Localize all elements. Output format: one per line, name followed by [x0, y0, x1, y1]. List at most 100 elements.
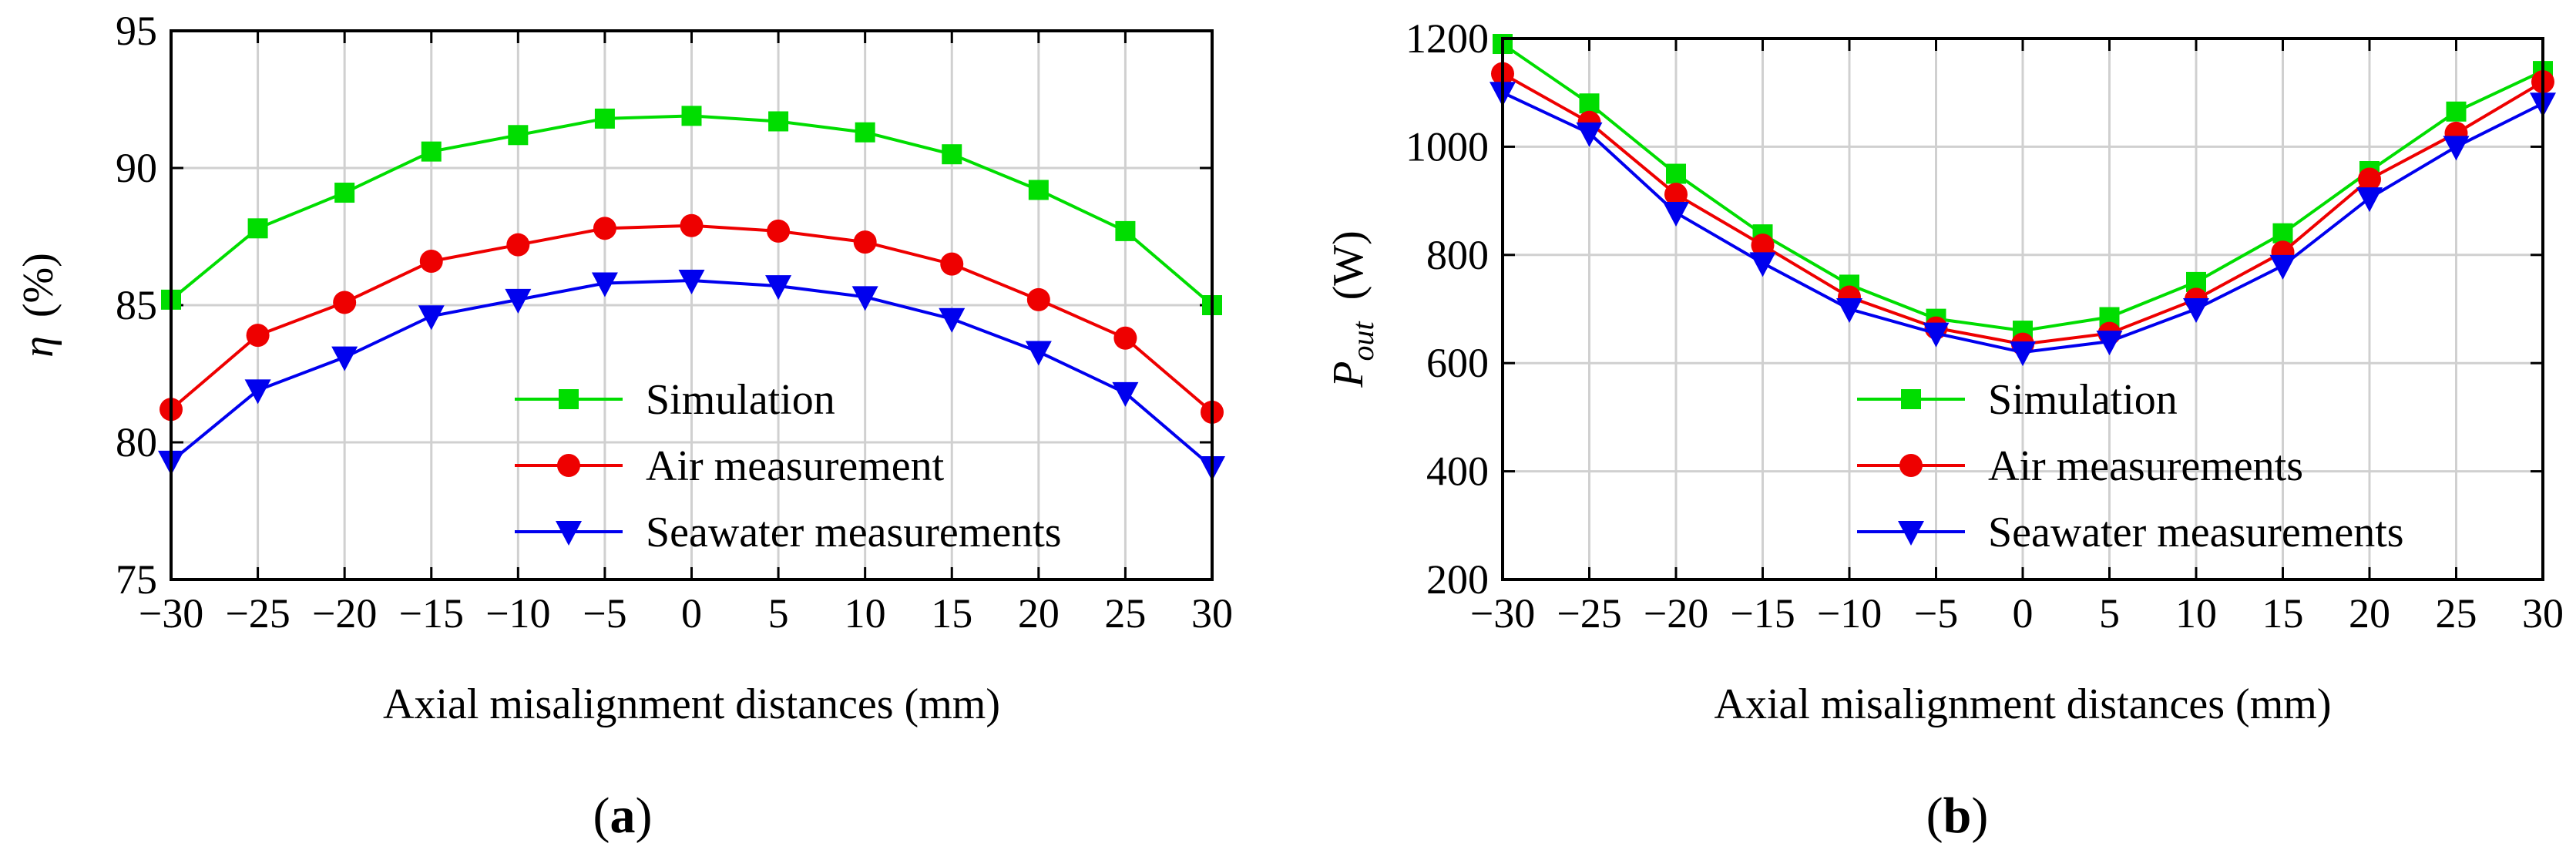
caption-label: a — [610, 788, 636, 844]
x-tick-label: 0 — [681, 590, 702, 637]
y-axis-symbol: η — [15, 336, 62, 358]
data-point-series-1 — [1115, 220, 1136, 241]
y-axis-symbol: P — [1325, 361, 1372, 388]
data-point-series-1 — [508, 125, 529, 146]
data-point-series-3 — [2443, 136, 2470, 161]
data-point-series-2 — [680, 213, 704, 237]
chart-panel-a: −30 −25 −20 −15 −10 −5 0 5 10 15 20 25 30 75 80 85 90 95 S… — [15, 8, 1233, 844]
data-point-series-3 — [2356, 187, 2383, 213]
data-point-series-2 — [940, 252, 964, 276]
data-point-series-2 — [333, 291, 357, 314]
data-point-series-3 — [1923, 322, 1950, 348]
data-point-series-1 — [334, 183, 355, 203]
legend-marker — [559, 389, 579, 409]
x-tick-label: −10 — [485, 590, 550, 637]
data-point-series-3 — [1663, 202, 1689, 227]
data-point-series-2 — [1026, 287, 1050, 311]
y-tick-label: 95 — [116, 8, 157, 54]
x-tick-label: −25 — [1557, 590, 1621, 637]
x-tick-label: 25 — [1104, 590, 1146, 637]
x-tick-label: 25 — [2436, 590, 2477, 637]
data-point-series-3 — [1112, 381, 1139, 407]
legend-label: Seawater measurements — [1988, 509, 2404, 556]
panel-caption: (a) — [593, 788, 653, 844]
legend-marker — [1901, 389, 1921, 409]
data-point-series-1 — [942, 144, 962, 165]
legend-marker — [557, 454, 580, 477]
y-tick-label: 800 — [1426, 232, 1489, 278]
data-point-series-3 — [939, 307, 966, 333]
data-point-series-1 — [1666, 163, 1686, 184]
x-tick-label: 5 — [2099, 590, 2120, 637]
data-point-series-3 — [2269, 254, 2296, 280]
y-axis-title: η (%) — [15, 253, 62, 358]
data-point-series-3 — [418, 305, 445, 331]
x-tick-label: 10 — [845, 590, 886, 637]
x-tick-label: 20 — [1018, 590, 1060, 637]
legend-marker — [1898, 521, 1924, 546]
y-axis-subscript: out — [1345, 321, 1380, 361]
data-point-series-3 — [1025, 341, 1052, 366]
x-tick-label: −5 — [1914, 590, 1958, 637]
data-point-series-1 — [594, 108, 615, 129]
data-point-series-2 — [1113, 326, 1137, 350]
x-tick-label: −10 — [1817, 590, 1882, 637]
data-point-series-3 — [505, 288, 532, 314]
data-point-series-1 — [768, 111, 789, 132]
data-point-series-1 — [1579, 93, 1600, 114]
x-tick-label: 5 — [768, 590, 789, 637]
data-point-series-3 — [1836, 298, 1862, 323]
data-point-series-2 — [1664, 183, 1688, 207]
x-tick-label: 15 — [2262, 590, 2304, 637]
y-tick-label: 80 — [116, 419, 157, 465]
legend-label: Simulation — [646, 376, 835, 424]
y-tick-label: 200 — [1426, 556, 1489, 603]
x-tick-label: 10 — [2175, 590, 2217, 637]
caption-label: b — [1943, 788, 1972, 844]
data-point-series-3 — [1576, 122, 1603, 147]
data-point-series-1 — [681, 106, 702, 126]
caption-close-paren: ) — [636, 788, 653, 844]
data-point-series-2 — [593, 217, 616, 240]
legend: Simulation Air measurement Seawater measur… — [515, 376, 1062, 556]
chart-panel-b: −30 −25 −20 −15 −10 −5 0 5 10 15 20 25 30 200 400 600 80… — [1325, 15, 2564, 844]
data-point-series-3 — [1749, 252, 1776, 277]
data-point-series-1 — [421, 141, 442, 162]
data-point-series-3 — [678, 269, 705, 294]
data-point-series-1 — [855, 122, 875, 143]
y-axis-unit: (%) — [15, 253, 62, 317]
legend-marker — [1899, 454, 1923, 477]
y-tick-label: 90 — [116, 145, 157, 191]
data-point-series-1 — [2446, 101, 2467, 122]
data-point-series-3 — [2010, 341, 2036, 367]
x-tick-label: 20 — [2349, 590, 2390, 637]
data-point-series-2 — [853, 230, 877, 254]
y-tick-label: 1200 — [1406, 15, 1489, 62]
y-tick-label: 85 — [116, 282, 157, 328]
data-point-series-2 — [246, 324, 270, 348]
x-tick-label: −20 — [312, 590, 377, 637]
x-tick-label: 30 — [1191, 590, 1233, 637]
x-tick-label: 15 — [931, 590, 972, 637]
x-axis-title: Axial misalignment distances (mm) — [383, 680, 1000, 728]
legend-label: Air measurements — [1988, 442, 2303, 490]
y-axis-unit: (W) — [1325, 230, 1372, 300]
data-point-series-1 — [247, 218, 268, 239]
data-point-series-2 — [419, 250, 443, 274]
y-tick-label: 75 — [116, 556, 157, 603]
x-tick-label: 30 — [2522, 590, 2564, 637]
panel-caption: (b) — [1926, 788, 1989, 844]
plot-frame — [1501, 37, 2544, 581]
legend-label: Air measurement — [646, 442, 945, 490]
plot-frame — [170, 29, 1214, 581]
caption-close-paren: ) — [1971, 788, 1988, 844]
data-point-series-1 — [2272, 223, 2293, 244]
data-point-series-3 — [2183, 298, 2209, 323]
data-point-series-3 — [2096, 331, 2123, 356]
legend: Simulation Air measurements Seawater measu… — [1857, 376, 2404, 556]
data-point-series-3 — [765, 275, 792, 301]
data-point-series-3 — [331, 346, 358, 371]
x-tick-label: −5 — [583, 590, 626, 637]
data-point-series-2 — [1751, 233, 1775, 257]
